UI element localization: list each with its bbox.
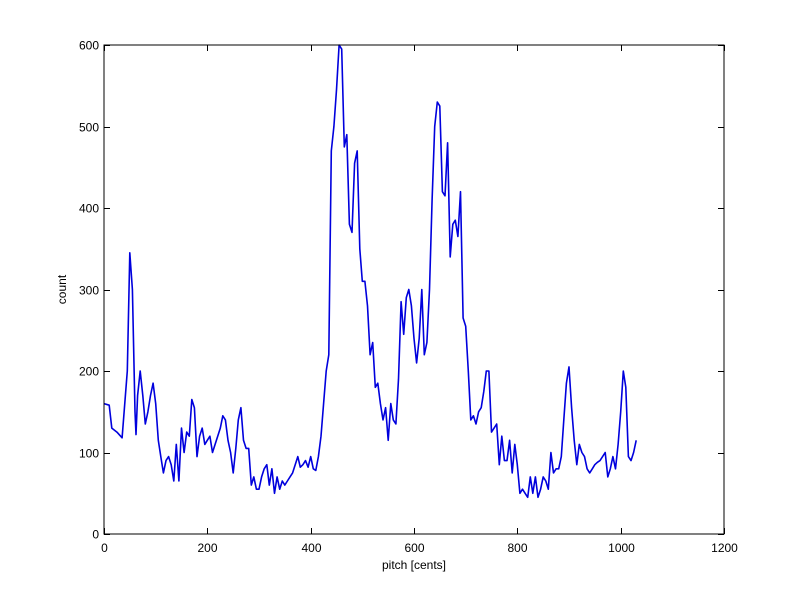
y-tick-label: 100 bbox=[79, 447, 99, 461]
y-tick-label: 500 bbox=[79, 121, 99, 135]
y-tick-label: 200 bbox=[79, 365, 99, 379]
x-tick-label: 400 bbox=[301, 541, 321, 555]
series-line-0 bbox=[103, 44, 637, 499]
y-tick-label: 400 bbox=[79, 202, 99, 216]
y-tick-label: 300 bbox=[79, 284, 99, 298]
x-tick-label: 1000 bbox=[608, 541, 635, 555]
x-tick-label: 600 bbox=[404, 541, 424, 555]
x-tick-label: 1200 bbox=[711, 541, 738, 555]
plot-frame bbox=[103, 44, 725, 535]
x-tick-label: 0 bbox=[101, 541, 108, 555]
x-axis-label: pitch [cents] bbox=[382, 558, 446, 572]
x-tick-label: 800 bbox=[507, 541, 527, 555]
ticks-layer: 0 200 400 600 800 1000 1200 0 100 200 300 400 500 600 bbox=[79, 39, 738, 556]
series-layer bbox=[103, 44, 637, 499]
x-tick-label: 200 bbox=[197, 541, 217, 555]
y-tick-label: 0 bbox=[92, 528, 99, 542]
y-tick-label: 600 bbox=[79, 39, 99, 53]
y-axis-label: count bbox=[55, 274, 69, 304]
